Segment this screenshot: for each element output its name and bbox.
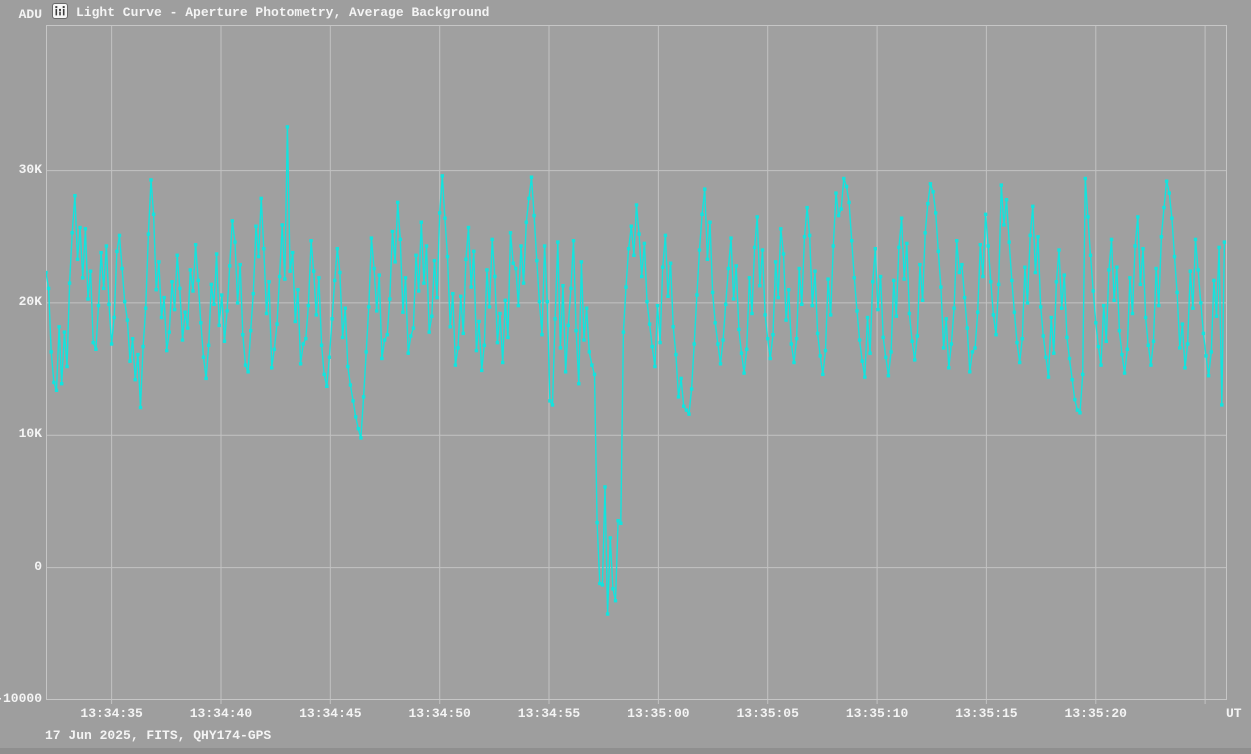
status-info: 17 Jun 2025, FITS, QHY174-GPS [45,728,272,743]
x-tick-label: 13:34:45 [299,706,362,721]
y-tick-label: -10000 [0,691,42,706]
x-tick-label: 13:34:40 [189,706,253,721]
bottom-edge-strip [0,748,1251,754]
x-tick-label: 13:35:00 [627,706,690,721]
x-tick-label: 13:35:15 [955,706,1018,721]
x-tick-label: 13:34:50 [408,706,471,721]
x-tick-label: 13:35:10 [845,706,909,721]
y-axis-unit-label: ADU [18,7,42,22]
x-tick-label: 13:34:35 [80,706,143,721]
light-curve-chart[interactable] [44,25,1227,705]
y-tick-label: 0 [34,558,42,574]
y-tick-label: 20K [18,293,42,309]
x-tick-label: 13:35:05 [736,706,799,721]
light-curve-icon [52,3,68,19]
x-tick-label: 13:34:55 [517,706,581,721]
window-title: Light Curve - Aperture Photometry, Avera… [76,5,490,20]
y-tick-label: 30K [18,161,42,177]
plot-area[interactable] [44,25,1227,705]
y-tick-label: 10K [18,426,42,442]
x-axis-unit-label: UT [1226,706,1242,721]
x-tick-label: 13:35:20 [1064,706,1127,721]
